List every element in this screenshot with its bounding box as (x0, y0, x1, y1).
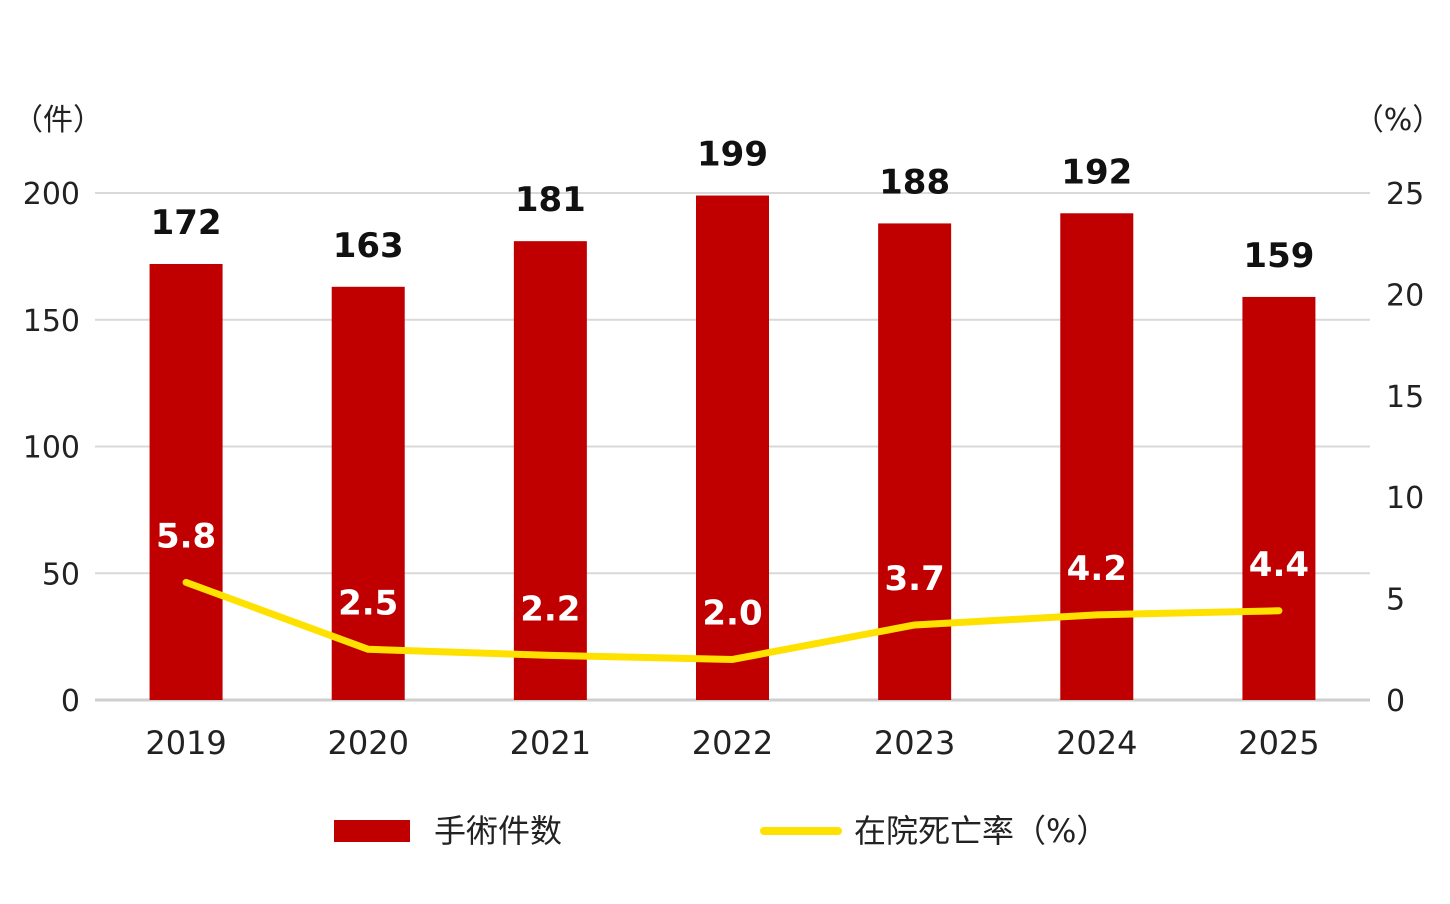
x-tick-label: 2023 (874, 724, 955, 762)
x-tick-label: 2019 (145, 724, 226, 762)
line-value-label: 4.2 (1067, 549, 1127, 589)
left-tick-label: 100 (23, 431, 80, 466)
bar (514, 241, 587, 700)
legend-line-label: 在院死亡率（%） (854, 812, 1108, 850)
bar-value-label: 172 (151, 203, 222, 243)
line-value-label: 4.4 (1249, 545, 1309, 585)
right-tick-label: 25 (1386, 177, 1424, 212)
legend: 手術件数 在院死亡率（%） (334, 812, 1108, 850)
bar-value-label: 192 (1061, 152, 1132, 192)
left-tick-label: 200 (23, 177, 80, 212)
x-tick-label: 2022 (692, 724, 773, 762)
left-tick-label: 0 (61, 684, 80, 719)
x-tick-label: 2021 (510, 724, 591, 762)
x-tick-label: 2020 (327, 724, 408, 762)
line-value-label: 3.7 (885, 559, 945, 599)
right-tick-label: 15 (1386, 380, 1424, 415)
right-tick-label: 10 (1386, 481, 1424, 516)
left-axis-unit: （件） (13, 103, 103, 138)
bar-value-label: 188 (879, 162, 950, 202)
bar-value-label: 163 (333, 226, 404, 266)
x-tick-label: 2024 (1056, 724, 1137, 762)
left-tick-label: 150 (23, 304, 80, 339)
x-tick-label: 2025 (1238, 724, 1319, 762)
left-tick-label: 50 (42, 557, 80, 592)
bar (1242, 297, 1315, 700)
line-value-label: 2.2 (520, 589, 580, 629)
line-value-label: 5.8 (156, 516, 216, 556)
legend-bar-label: 手術件数 (434, 812, 562, 850)
bar-value-label: 159 (1243, 236, 1314, 276)
right-tick-label: 0 (1386, 684, 1405, 719)
right-axis-unit: （%） (1354, 103, 1443, 138)
right-tick-label: 5 (1386, 583, 1405, 618)
bar-value-label: 181 (515, 180, 586, 220)
right-tick-label: 20 (1386, 278, 1424, 313)
legend-bar-swatch (334, 820, 410, 842)
line-value-label: 2.5 (338, 583, 398, 623)
bar-value-label: 199 (697, 135, 768, 175)
bar (1060, 213, 1133, 700)
bar (150, 264, 223, 700)
line-value-label: 2.0 (702, 593, 762, 633)
